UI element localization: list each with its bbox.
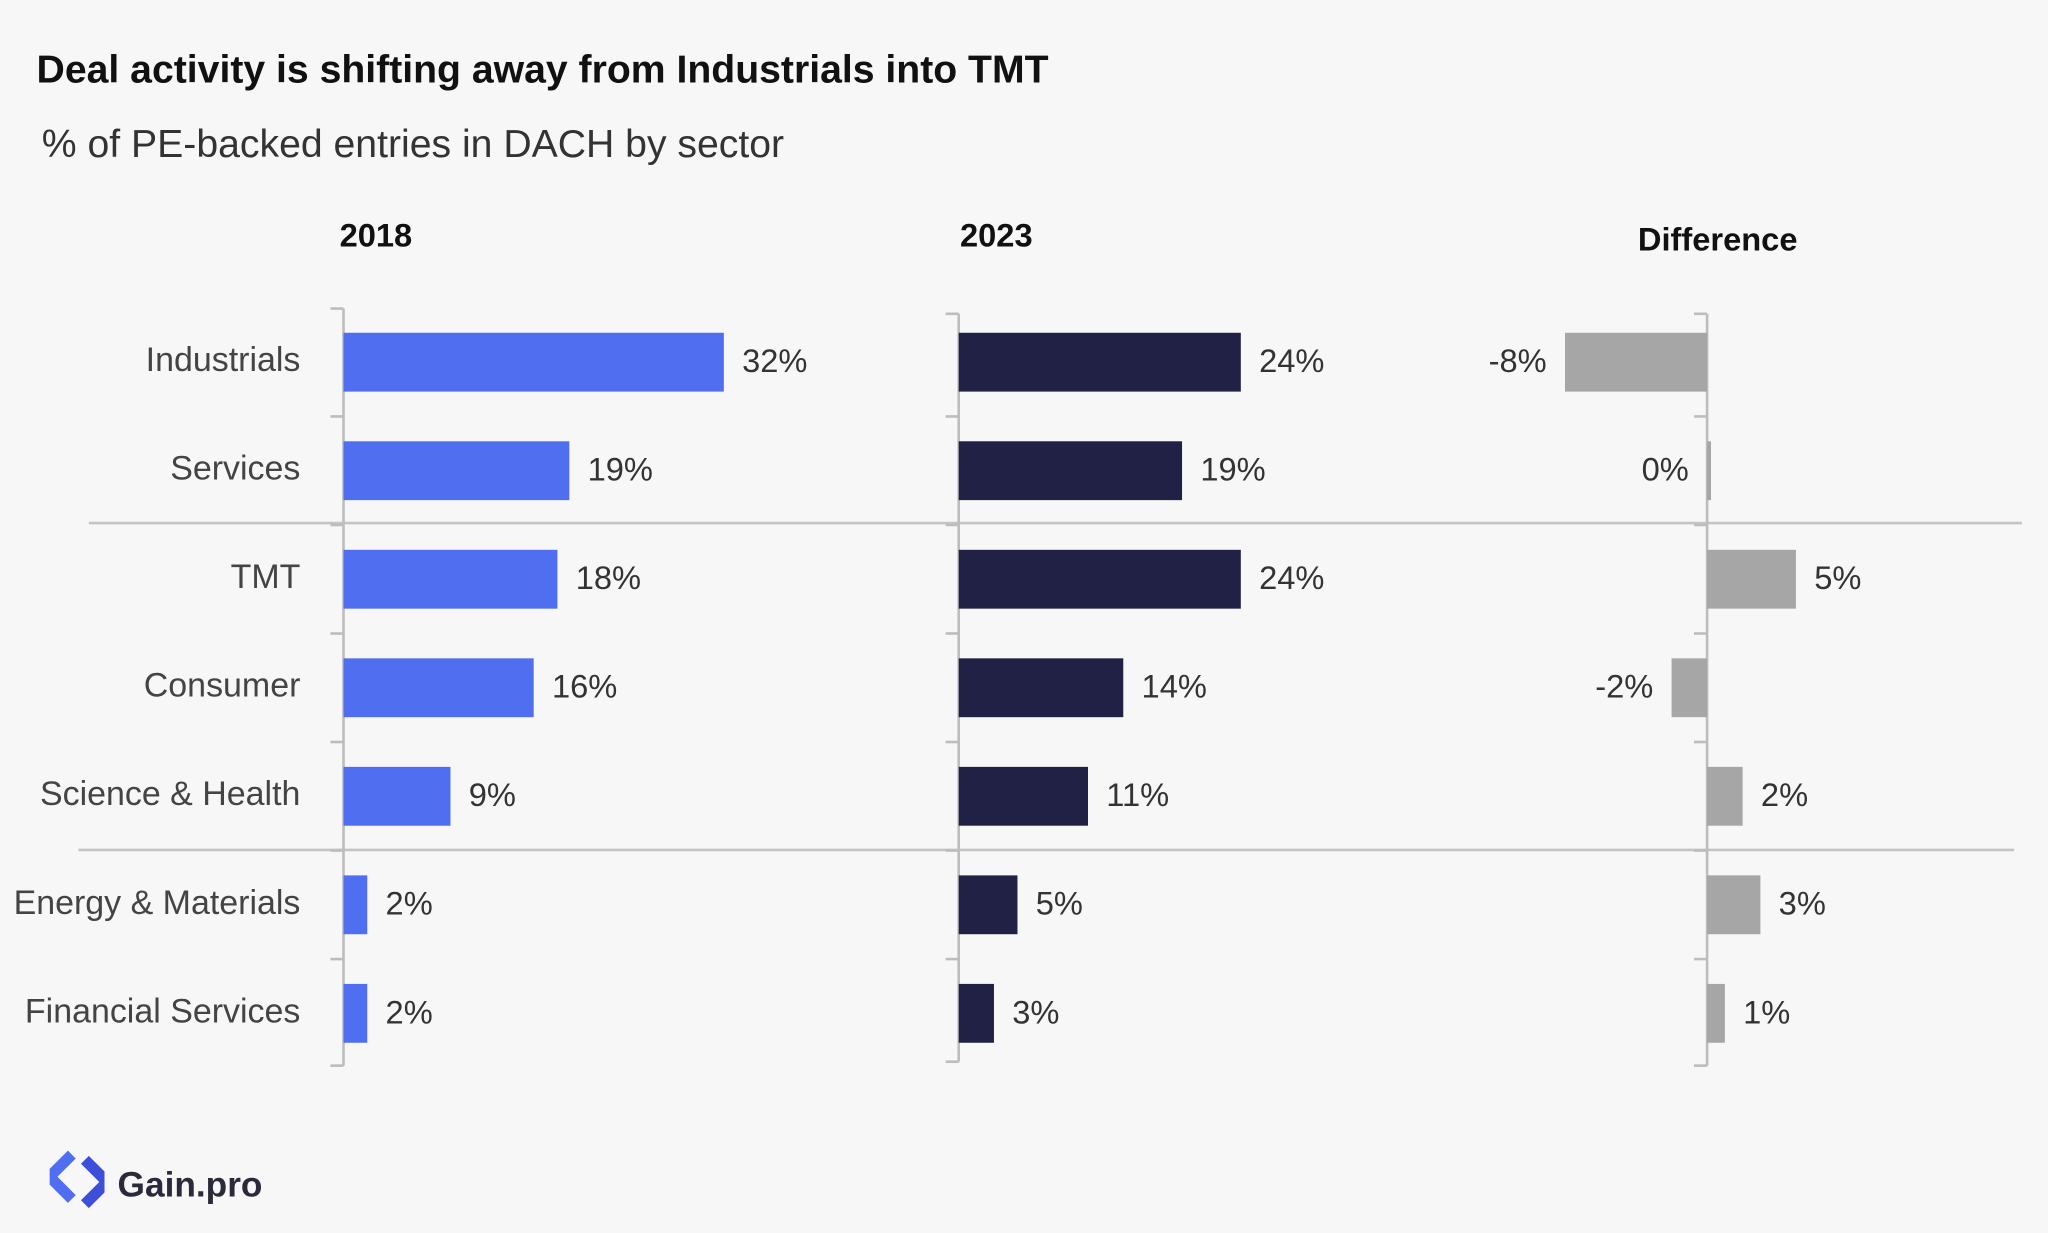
value-label: 1% bbox=[1743, 993, 1790, 1030]
bar bbox=[1707, 983, 1725, 1043]
panel-title: Difference bbox=[1638, 221, 1798, 258]
value-label: 2% bbox=[386, 885, 433, 922]
bar bbox=[1707, 441, 1712, 501]
bar bbox=[1707, 766, 1743, 826]
value-label: 3% bbox=[1779, 885, 1826, 922]
value-label: 32% bbox=[742, 342, 807, 379]
logo-icon bbox=[49, 1150, 105, 1209]
category-label: Science & Health bbox=[40, 775, 300, 813]
value-label: 19% bbox=[1200, 451, 1265, 488]
bar bbox=[1707, 549, 1796, 609]
value-label: 5% bbox=[1036, 885, 1083, 922]
value-label: -2% bbox=[1595, 668, 1653, 705]
category-label: Services bbox=[170, 450, 300, 488]
value-label: 9% bbox=[469, 776, 516, 813]
bar bbox=[343, 549, 558, 609]
value-label: 24% bbox=[1259, 342, 1324, 379]
panel-title: 2018 bbox=[340, 217, 413, 254]
bar bbox=[1671, 658, 1708, 718]
value-label: 2% bbox=[386, 993, 433, 1030]
value-label: 3% bbox=[1012, 993, 1059, 1030]
bar bbox=[958, 332, 1241, 392]
value-label: 18% bbox=[576, 559, 641, 596]
value-label: 24% bbox=[1259, 559, 1324, 596]
brand: Gain.pro bbox=[118, 1166, 263, 1205]
bar bbox=[958, 441, 1183, 501]
value-label: 0% bbox=[1642, 451, 1689, 488]
category-label: Energy & Materials bbox=[14, 884, 301, 922]
value-label: 14% bbox=[1142, 668, 1207, 705]
bar bbox=[343, 658, 534, 718]
category-label: TMT bbox=[231, 558, 301, 596]
category-label: Financial Services bbox=[25, 992, 300, 1030]
bar bbox=[958, 658, 1124, 718]
panel-title: 2023 bbox=[960, 217, 1033, 254]
bar bbox=[958, 766, 1088, 826]
category-label: Industrials bbox=[146, 341, 301, 379]
bar bbox=[343, 441, 570, 501]
bar bbox=[343, 766, 451, 826]
bar bbox=[343, 875, 368, 935]
bar bbox=[958, 875, 1018, 935]
bar bbox=[343, 983, 368, 1043]
bar bbox=[1564, 332, 1708, 392]
bar bbox=[1707, 875, 1761, 935]
bar bbox=[958, 549, 1241, 609]
value-label: 5% bbox=[1814, 559, 1861, 596]
value-label: 2% bbox=[1761, 776, 1808, 813]
chart-title: Deal activity is shifting away from Indu… bbox=[37, 48, 1049, 91]
value-label: 19% bbox=[588, 451, 653, 488]
value-label: -8% bbox=[1489, 342, 1547, 379]
value-label: 16% bbox=[552, 668, 617, 705]
value-label: 11% bbox=[1106, 776, 1169, 813]
chart-subtitle: % of PE-backed entries in DACH by sector bbox=[42, 123, 784, 166]
bar bbox=[958, 983, 994, 1043]
bar bbox=[343, 332, 724, 392]
category-label: Consumer bbox=[144, 667, 301, 705]
